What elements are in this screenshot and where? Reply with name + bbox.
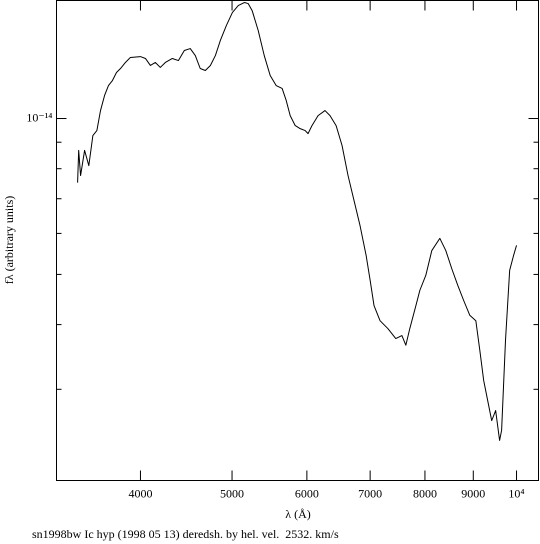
x-tick-label: 10⁴ — [508, 486, 524, 500]
plot-frame — [56, 0, 539, 481]
x-tick-label: 4000 — [128, 486, 152, 500]
caption: sn1998bw Ic hyp (1998 05 13) deredsh. by… — [32, 527, 339, 541]
spectrum-line — [77, 2, 518, 441]
x-tick-label: 7000 — [358, 486, 382, 500]
x-axis-label: λ (Å) — [285, 507, 310, 521]
y-tick-label: 10⁻¹⁴ — [26, 110, 52, 124]
x-tick-label: 8000 — [413, 486, 437, 500]
x-tick-label: 6000 — [295, 486, 319, 500]
x-tick-label: 5000 — [220, 486, 244, 500]
x-tick-label: 9000 — [461, 486, 485, 500]
y-axis-label: fλ (arbitrary units) — [2, 196, 16, 284]
